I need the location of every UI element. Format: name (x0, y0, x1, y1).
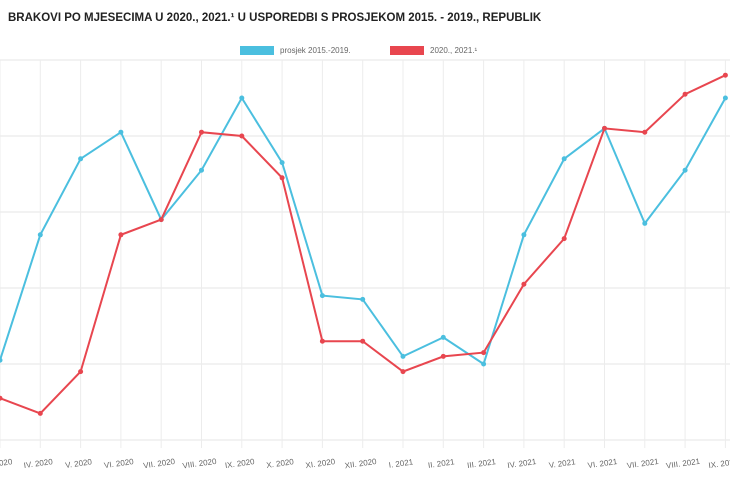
data-point (561, 156, 567, 162)
data-point (0, 395, 3, 401)
x-tick-label: VIII. 2021 (665, 457, 701, 471)
legend-label: 2020., 2021.¹ (430, 46, 477, 55)
data-point (722, 95, 728, 101)
data-point (521, 232, 527, 238)
data-point (78, 156, 84, 162)
x-tick-label: VII. 2020 (143, 457, 177, 470)
data-point (722, 72, 728, 78)
data-point (360, 338, 366, 344)
data-point (239, 133, 245, 139)
data-point (279, 160, 285, 166)
x-tick-label: VI. 2021 (587, 457, 618, 470)
x-tick-label: I. 2021 (388, 457, 414, 469)
x-tick-label: III. 2020 (0, 457, 13, 470)
legend-swatch (390, 46, 424, 55)
data-point (561, 236, 567, 242)
data-point (37, 410, 43, 416)
data-point (400, 353, 406, 359)
x-tick-label: IV. 2020 (23, 457, 54, 470)
data-point (642, 220, 648, 226)
x-tick-label: IX. 2021 (708, 457, 730, 470)
x-tick-label: XII. 2020 (344, 457, 378, 470)
data-point (158, 217, 164, 223)
data-point (118, 232, 124, 238)
x-tick-label: IX. 2020 (224, 457, 255, 470)
chart-title: BRAKOVI PO MJESECIMA U 2020., 2021.¹ U U… (8, 12, 542, 24)
data-point (642, 129, 648, 135)
x-tick-label: XI. 2020 (305, 457, 336, 470)
x-tick-label: V. 2021 (548, 457, 576, 470)
data-point (279, 175, 285, 181)
data-point (440, 353, 446, 359)
data-point (481, 361, 487, 367)
data-point (319, 293, 325, 299)
data-point (682, 167, 688, 173)
data-point (37, 232, 43, 238)
data-point (360, 296, 366, 302)
x-tick-label: VII. 2021 (626, 457, 660, 470)
data-point (440, 334, 446, 340)
data-point (682, 91, 688, 97)
x-tick-label: II. 2021 (427, 457, 455, 470)
x-tick-label: VIII. 2020 (182, 457, 218, 471)
data-point (0, 357, 3, 363)
data-point (199, 129, 204, 135)
x-tick-label: VI. 2020 (103, 457, 134, 470)
legend-label: prosjek 2015.-2019. (280, 46, 351, 55)
data-point (481, 350, 487, 356)
data-point (400, 369, 406, 375)
data-point (118, 129, 124, 135)
data-point (521, 281, 527, 287)
x-tick-label: III. 2021 (467, 457, 497, 470)
data-point (78, 369, 84, 375)
data-point (199, 167, 204, 173)
legend: prosjek 2015.-2019. 2020., 2021.¹ (240, 46, 477, 55)
data-point (319, 338, 325, 344)
x-tick-label: IV. 2021 (507, 457, 538, 470)
legend-swatch (240, 46, 274, 55)
data-point (602, 125, 607, 131)
x-tick-label: X. 2020 (266, 457, 295, 470)
data-point (239, 95, 245, 101)
x-tick-label: V. 2020 (65, 457, 93, 470)
